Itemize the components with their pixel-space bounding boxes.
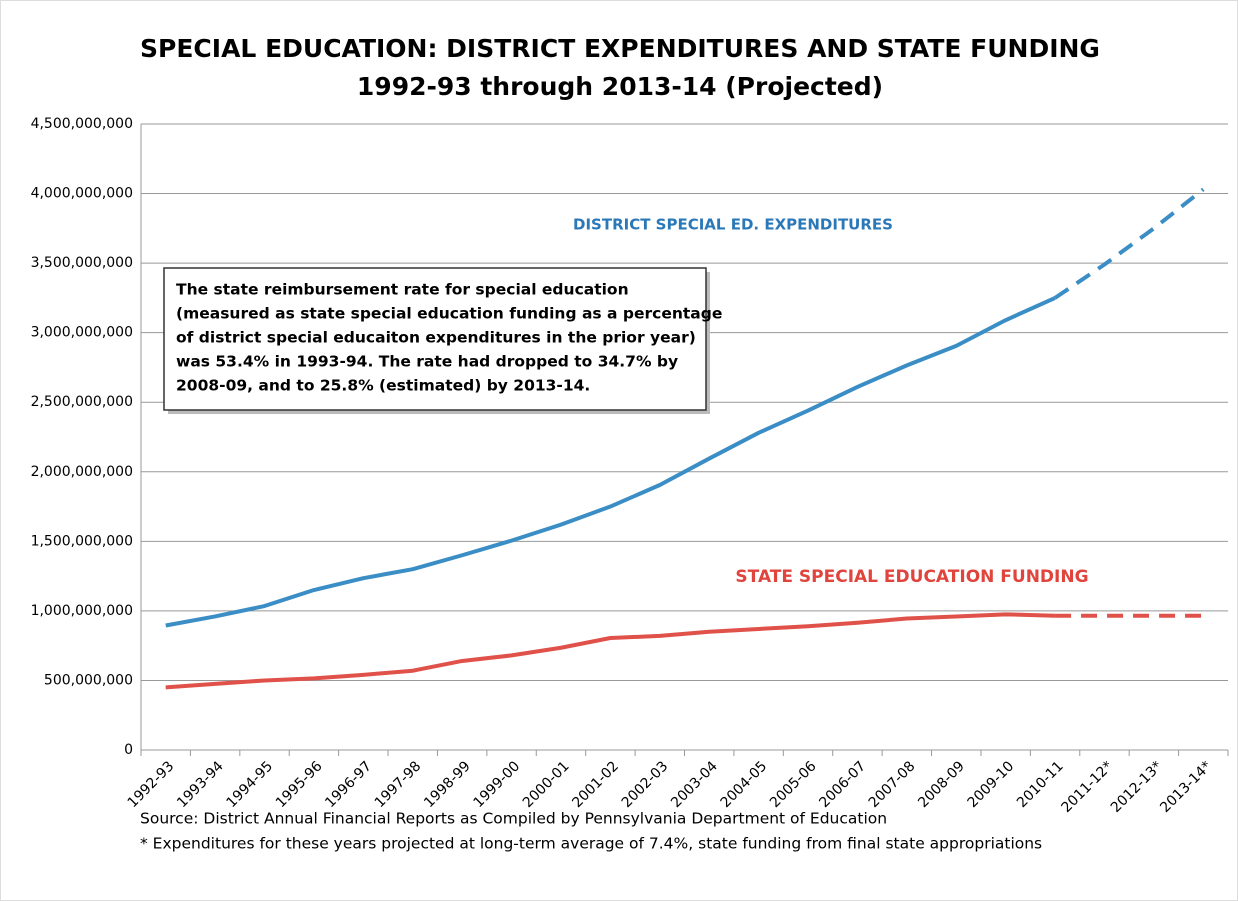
series-line: [1053, 187, 1205, 300]
y-tick-label: 1,500,000,000: [31, 533, 133, 549]
series-line: [165, 612, 1056, 690]
x-tick-label: 2004-05: [718, 758, 771, 811]
x-tick-label: 1996-97: [322, 758, 375, 811]
x-tick-label: 1998-99: [421, 758, 474, 811]
y-tick-label: 1,000,000,000: [31, 603, 133, 619]
chart-subtitle: 1992-93 through 2013-14 (Projected): [357, 72, 883, 101]
annotation: STATE SPECIAL EDUCATION FUNDING: [735, 567, 1088, 587]
x-tick-label: 2006-07: [816, 758, 869, 811]
x-tick-label: 2000-01: [520, 758, 573, 811]
x-tick-label: 2001-02: [569, 758, 622, 811]
annotation: DISTRICT SPECIAL ED. EXPENDITURES: [573, 216, 893, 234]
y-tick-label: 4,000,000,000: [31, 186, 133, 202]
y-tick-label: 2,000,000,000: [31, 464, 133, 480]
y-tick-label: 2,500,000,000: [31, 394, 133, 410]
note-box: [163, 267, 707, 411]
footnote: Source: District Annual Financial Report…: [140, 810, 887, 828]
x-tick-label: 1997-98: [372, 758, 425, 811]
note-line: (measured as state special education fun…: [176, 305, 722, 323]
x-tick-label: 1995-96: [273, 758, 326, 811]
note-line: 2008-09, and to 25.8% (estimated) by 201…: [176, 377, 590, 395]
x-tick-label: 2002-03: [619, 758, 672, 811]
y-tick-label: 4,500,000,000: [31, 116, 133, 132]
x-tick-label: 2013-14*: [1157, 758, 1215, 816]
x-tick-label: 2009-10: [965, 758, 1018, 811]
x-tick-label: 1994-95: [224, 758, 277, 811]
y-tick-label: 0: [124, 742, 133, 758]
x-tick-label: 2003-04: [668, 758, 721, 811]
y-tick-label: 500,000,000: [44, 672, 133, 688]
series-line: [165, 296, 1056, 628]
x-tick-label: 1992-93: [125, 758, 178, 811]
x-tick-label: 1999-00: [471, 758, 524, 811]
footnote: * Expenditures for these years projected…: [140, 835, 1042, 853]
note-line: was 53.4% in 1993-94. The rate had dropp…: [176, 353, 678, 371]
y-tick-label: 3,500,000,000: [31, 255, 133, 271]
x-tick-label: 2012-13*: [1108, 758, 1166, 816]
x-tick-label: 2008-09: [915, 758, 968, 811]
note-line: The state reimbursement rate for special…: [176, 281, 629, 299]
x-tick-label: 2005-06: [767, 758, 820, 811]
x-tick-label: 2011-12*: [1059, 758, 1117, 816]
chart-title: SPECIAL EDUCATION: DISTRICT EXPENDITURES…: [140, 34, 1100, 63]
note-line: of district special educaiton expenditur…: [176, 329, 696, 347]
x-tick-label: 2007-08: [866, 758, 919, 811]
y-tick-label: 3,000,000,000: [31, 325, 133, 341]
x-tick-label: 1993-94: [174, 758, 227, 811]
